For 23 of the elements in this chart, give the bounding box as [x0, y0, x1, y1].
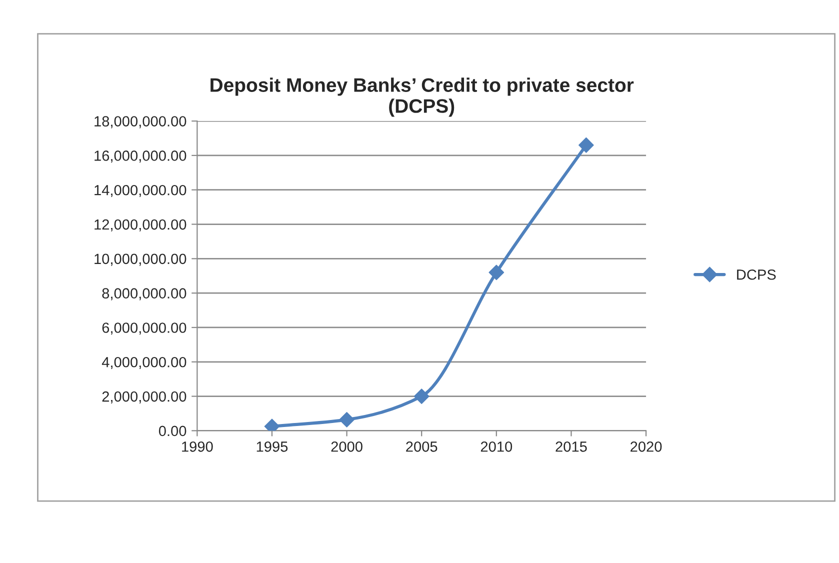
x-tick-label: 2010 — [480, 441, 512, 452]
y-tick-label: 14,000,000.00 — [94, 184, 186, 198]
point — [578, 137, 594, 153]
y-tick-label: 18,000,000.00 — [94, 116, 186, 128]
y-tick-label: 0.00 — [158, 426, 186, 436]
y-tick-label: 8,000,000.00 — [102, 288, 186, 300]
y-tick-label: 10,000,000.00 — [94, 254, 186, 266]
x-tick-label: 2015 — [556, 441, 587, 452]
x-tick-label: 2000 — [331, 441, 362, 452]
x-tick-label: 1995 — [256, 441, 288, 452]
y-tick-label: 12,000,000.00 — [94, 219, 186, 232]
y-tick-label: 2,000,000.00 — [102, 391, 186, 404]
y-tick-label: 6,000,000.00 — [102, 322, 186, 335]
chart-title: Deposit Money Banks’ Credit to private sector (DCPS) — [210, 78, 634, 117]
x-tick-label: 1990 — [182, 441, 213, 452]
x-tick-label: 2020 — [630, 441, 662, 452]
point — [488, 264, 504, 280]
point — [414, 388, 430, 404]
legend-label: DCPS — [737, 269, 776, 280]
y-tick-label: 16,000,000.00 — [94, 150, 186, 163]
y-tick-label: 4,000,000.00 — [102, 356, 186, 370]
x-tick-label: 2005 — [406, 441, 438, 452]
point — [339, 412, 354, 428]
